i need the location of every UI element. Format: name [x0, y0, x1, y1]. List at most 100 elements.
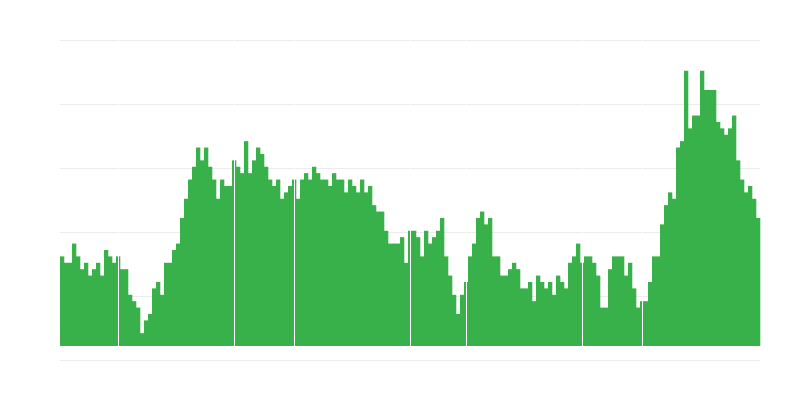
bar-142: [628, 262, 633, 346]
bar-164: [716, 121, 721, 346]
bar-27: [168, 262, 173, 346]
bar-33: [192, 166, 197, 346]
bar-2: [68, 262, 73, 346]
bar-19: [136, 307, 141, 346]
bar-154: [676, 147, 681, 346]
bar-81: [384, 230, 389, 346]
bar-111: [504, 275, 509, 346]
bar-153: [672, 198, 677, 346]
bar-160: [700, 70, 705, 347]
bar-94: [436, 230, 441, 346]
bar-133: [592, 262, 597, 346]
bar-148: [652, 256, 657, 346]
bar-55: [280, 198, 285, 346]
bar-118: [532, 301, 537, 346]
bar-157: [688, 128, 693, 346]
bar-65: [320, 179, 325, 346]
bar-10: [100, 275, 105, 346]
bar-25: [160, 294, 165, 346]
bar-149: [656, 256, 661, 346]
bar-4: [76, 256, 81, 346]
bar-77: [368, 185, 373, 346]
bar-62: [308, 179, 313, 346]
bar-84: [396, 243, 401, 346]
bar-56: [284, 192, 289, 346]
bar-150: [660, 224, 665, 346]
bar-64: [316, 173, 321, 346]
bar-57: [288, 185, 293, 346]
bar-20: [140, 333, 145, 346]
bar-11: [104, 249, 109, 346]
bar-79: [376, 211, 381, 346]
bar-109: [496, 256, 501, 346]
bar-171: [744, 192, 749, 346]
bar-128: [572, 256, 577, 346]
bar-167: [728, 128, 733, 346]
bar-95: [440, 217, 445, 346]
bar-36: [204, 147, 209, 346]
bar-152: [668, 192, 673, 346]
bar-12: [108, 256, 113, 346]
bar-82: [388, 243, 393, 346]
bar-132: [588, 256, 593, 346]
bar-23: [152, 288, 157, 346]
bar-137: [608, 269, 613, 346]
bar-174: [756, 217, 761, 346]
bar-156: [684, 70, 689, 347]
bar-90: [420, 256, 425, 346]
bar-41: [224, 185, 229, 346]
bar-104: [476, 217, 481, 346]
bar-31: [184, 198, 189, 346]
bar-110: [500, 275, 505, 346]
bar-44: [236, 166, 241, 346]
bar-45: [240, 173, 245, 346]
bar-121: [544, 288, 549, 346]
bar-100: [460, 294, 465, 346]
bar-72: [348, 179, 353, 346]
bar-88: [412, 230, 417, 346]
bar-125: [560, 281, 565, 346]
bar-119: [536, 275, 541, 346]
separators: [118, 40, 643, 346]
bar-135: [600, 307, 605, 346]
bar-1: [64, 262, 69, 346]
bar-131: [584, 256, 589, 346]
bar-9: [96, 262, 101, 346]
bar-136: [604, 307, 609, 346]
bar-53: [272, 185, 277, 346]
bar-158: [692, 115, 697, 346]
bar-47: [248, 173, 253, 346]
bar-22: [148, 313, 153, 346]
bar-129: [576, 243, 581, 346]
bar-49: [256, 147, 261, 346]
bar-99: [456, 313, 461, 346]
bar-0: [60, 256, 65, 346]
bar-42: [228, 185, 233, 346]
bar-117: [528, 281, 533, 346]
bar-127: [568, 262, 573, 346]
bar-172: [748, 185, 753, 346]
bar-59: [296, 198, 301, 346]
bar-34: [196, 147, 201, 346]
bar-54: [276, 179, 281, 346]
bar-16: [124, 269, 129, 346]
bar-50: [260, 153, 265, 346]
bar-39: [216, 198, 221, 346]
bar-51: [264, 166, 269, 346]
bar-29: [176, 243, 181, 346]
bar-134: [596, 275, 601, 346]
bars: [60, 70, 761, 347]
bar-107: [488, 217, 493, 346]
bar-85: [400, 237, 405, 346]
bar-105: [480, 211, 485, 346]
bar-96: [444, 256, 449, 346]
bar-89: [416, 237, 421, 346]
bar-17: [128, 294, 133, 346]
bar-173: [752, 198, 757, 346]
bar-123: [552, 294, 557, 346]
bar-8: [92, 269, 97, 346]
bar-159: [696, 115, 701, 346]
bar-97: [448, 275, 453, 346]
bar-76: [364, 192, 369, 346]
